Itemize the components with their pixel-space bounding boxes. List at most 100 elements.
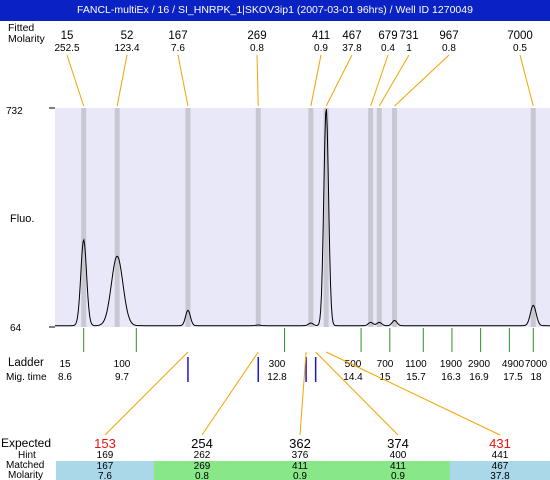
matched-row-cell — [252, 461, 350, 480]
peak-band — [185, 108, 191, 327]
ladder-size-label: 1900 — [440, 359, 463, 370]
peak-band — [114, 108, 120, 327]
fitted-molarity-label: 1 — [406, 43, 412, 54]
matched-size-label: 269 — [194, 461, 211, 472]
fitted-peak-connector — [66, 54, 85, 107]
ladder-mig-time-label: 18 — [530, 372, 542, 383]
fitted-peak-connector — [325, 54, 353, 107]
y-tick-min: 64 — [10, 323, 22, 334]
peak-band — [81, 108, 87, 327]
expected-match-connector — [299, 351, 307, 436]
fitted-peak-connector — [519, 54, 534, 107]
fitted-size-label: 15 — [61, 30, 74, 42]
expected-match-connector — [325, 351, 501, 436]
y-tick-max: 732 — [6, 106, 23, 117]
ladder-size-label: 700 — [377, 359, 394, 370]
plot-area — [55, 108, 550, 327]
fitted-molarity-label: 0.8 — [250, 43, 264, 54]
fitted-size-label: 7000 — [507, 30, 533, 42]
ladder-size-label: 300 — [269, 359, 286, 370]
fitted-row-label: Fitted — [8, 22, 34, 34]
peak-band — [255, 108, 261, 327]
ladder-size-label: 100 — [114, 359, 131, 370]
molarity-row-label: Molarity — [8, 33, 46, 45]
fitted-molarity-label: 123.4 — [114, 43, 139, 54]
hint-size-label: 441 — [492, 450, 509, 461]
matched-size-label: 411 — [390, 461, 406, 472]
ladder-size-label: 2900 — [468, 359, 491, 370]
fitted-size-label: 411 — [312, 30, 330, 42]
matched-row-cell — [56, 461, 154, 480]
matched-row-cell — [450, 461, 550, 480]
fitted-molarity-label: 0.4 — [381, 43, 395, 54]
hint-size-label: 169 — [97, 450, 114, 461]
mig-time-label: Mig. time — [6, 372, 47, 383]
fitted-peak-connector — [378, 54, 410, 107]
ladder-size-label: 4900 — [502, 359, 525, 370]
expected-size-label: 254 — [191, 436, 213, 451]
ladder-mig-time-label: 15 — [379, 372, 391, 383]
ladder-size-label: 1100 — [405, 359, 427, 370]
fitted-molarity-label: 7.6 — [171, 43, 185, 54]
matched-row-cell — [350, 461, 450, 480]
fitted-peak-connector — [256, 54, 259, 107]
ladder-label: Ladder — [8, 357, 44, 369]
expected-size-label: 153 — [94, 436, 116, 451]
fitted-molarity-label: 37.8 — [342, 43, 362, 54]
expected-size-label: 431 — [489, 436, 511, 451]
ladder-mig-time-label: 16.9 — [469, 372, 489, 383]
matched-size-label: 167 — [97, 461, 114, 472]
matched-molarity-label: 0.8 — [195, 471, 209, 480]
peak-band — [323, 108, 329, 327]
expected-match-connector — [315, 351, 399, 436]
matched-molarity-label: 0.9 — [391, 471, 405, 480]
ladder-size-label: 15 — [59, 359, 71, 370]
peak-band — [530, 108, 536, 327]
molarity-table-row-label: Molarity — [8, 470, 43, 480]
fitted-size-label: 269 — [247, 30, 266, 42]
hint-size-label: 400 — [390, 450, 407, 461]
ladder-mig-time-label: 15.7 — [406, 372, 426, 383]
fitted-peak-connector — [310, 54, 322, 107]
peak-band — [392, 108, 398, 327]
fitted-size-label: 731 — [399, 30, 418, 42]
y-axis-title: Fluo. — [10, 213, 34, 225]
peak-band — [376, 108, 382, 327]
expected-size-label: 374 — [387, 436, 409, 451]
hint-row-label: Hint — [18, 450, 36, 461]
matched-molarity-label: 37.8 — [490, 471, 510, 480]
fitted-peak-connector — [394, 54, 450, 107]
matched-row-label: Matched — [6, 460, 44, 471]
fitted-size-label: 467 — [342, 30, 361, 42]
fitted-peak-connector — [370, 54, 389, 107]
expected-match-connector — [104, 351, 189, 436]
matched-size-label: 411 — [292, 461, 308, 472]
hint-size-label: 376 — [292, 450, 309, 461]
ladder-mig-time-label: 17.5 — [503, 372, 523, 383]
matched-size-label: 467 — [492, 461, 509, 472]
fitted-size-label: 167 — [168, 30, 187, 42]
matched-row-cell — [154, 461, 252, 480]
matched-molarity-label: 7.6 — [98, 471, 112, 480]
fitted-peak-connector — [177, 54, 189, 107]
hint-size-label: 262 — [194, 450, 211, 461]
ladder-mig-time-label: 16.3 — [441, 372, 461, 383]
expected-match-connector — [201, 351, 259, 436]
ladder-mig-time-label: 9.7 — [115, 372, 129, 383]
signal-trace — [55, 109, 550, 327]
ladder-mig-time-label: 8.6 — [58, 372, 72, 383]
fitted-size-label: 679 — [378, 30, 397, 42]
ladder-mig-time-label: 14.4 — [343, 372, 363, 383]
peak-band — [368, 108, 374, 327]
ladder-size-label: 7000 — [525, 359, 548, 370]
fitted-size-label: 967 — [439, 30, 458, 42]
fitted-size-label: 52 — [121, 30, 134, 42]
ladder-mig-time-label: 12.8 — [267, 372, 287, 383]
peak-band — [308, 108, 314, 327]
expected-size-label: 362 — [289, 436, 311, 451]
matched-molarity-label: 0.9 — [293, 471, 307, 480]
fitted-molarity-label: 0.5 — [513, 43, 527, 54]
fitted-molarity-label: 252.5 — [54, 43, 79, 54]
fitted-molarity-label: 0.9 — [314, 43, 328, 54]
